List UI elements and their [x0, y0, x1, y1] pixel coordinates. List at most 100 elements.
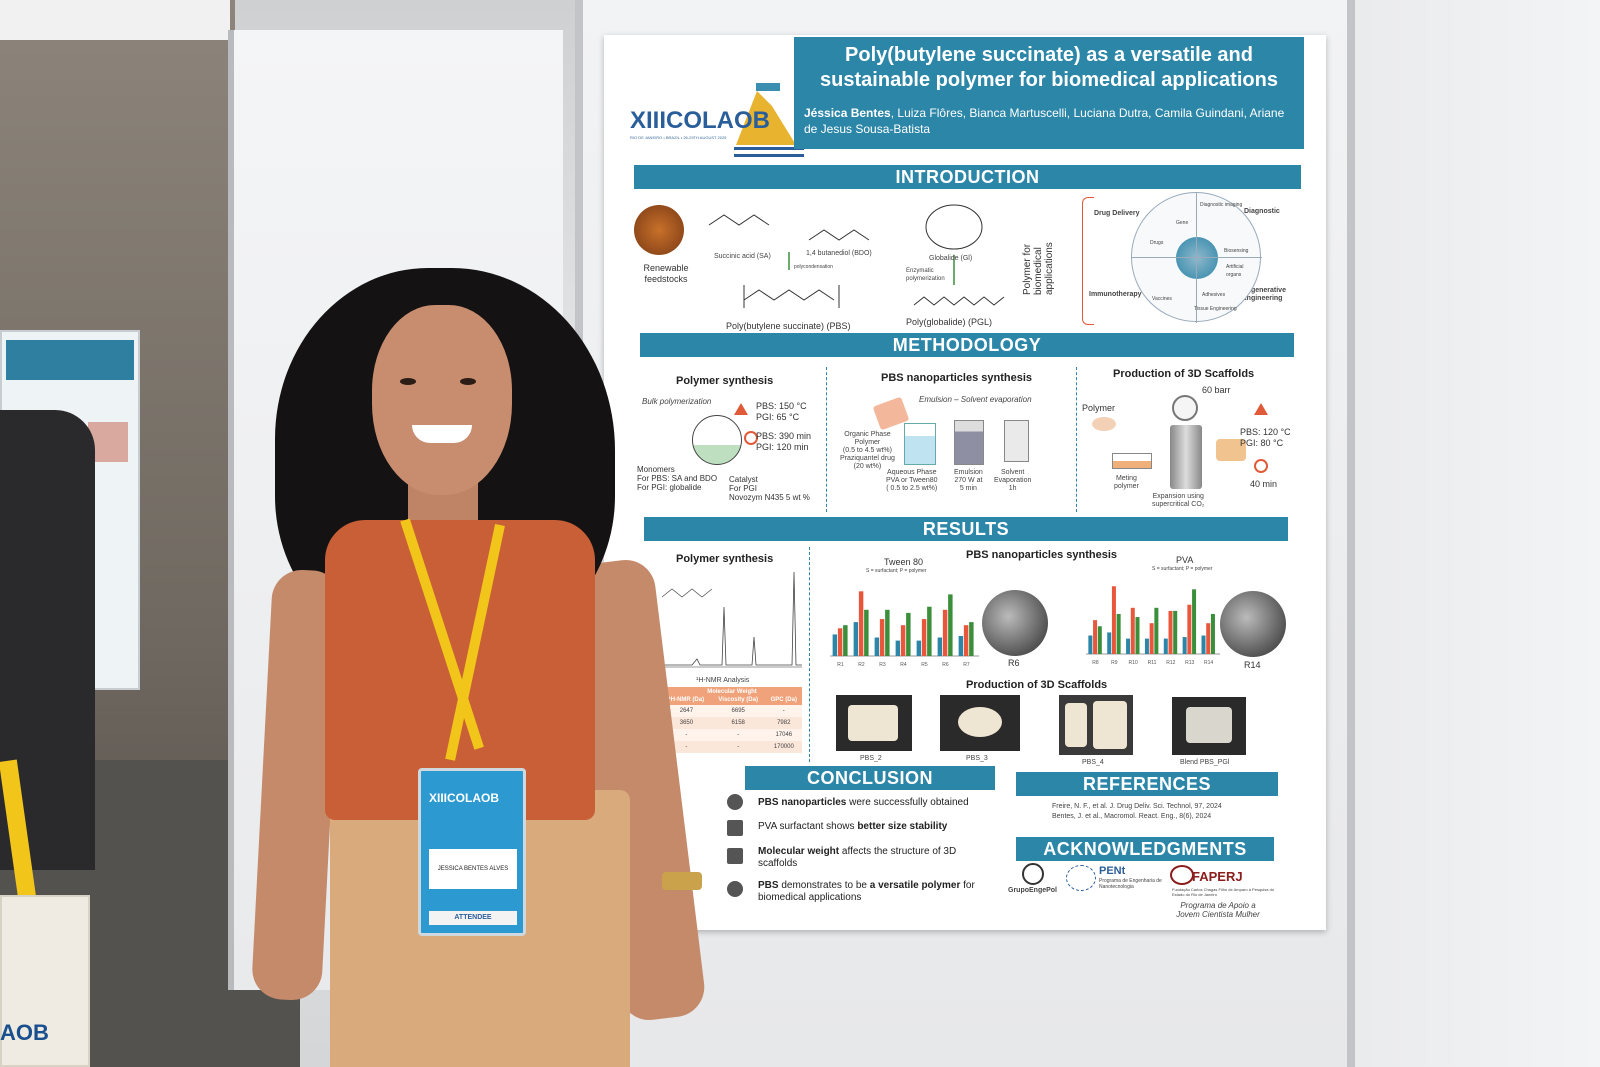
wristwatch — [662, 872, 702, 890]
conclusion-text: for biomedical applications — [758, 880, 975, 903]
method-catalyst: Catalyst For PGI Novozym N435 5 wt % — [729, 475, 810, 502]
drug-delivery-label: Drug Delivery — [1094, 210, 1140, 217]
mw-table-title: Molecular Weight — [662, 687, 802, 697]
chart-bar — [837, 628, 843, 656]
eye-right — [460, 378, 476, 385]
bulk-label: Bulk polymerization — [642, 397, 712, 406]
chart-bar — [1149, 623, 1154, 654]
chart-bar — [879, 619, 885, 656]
molecular-weight-table: ¹H-NMR (Da) Viscosity (Da) GPC (Da) 2647… — [662, 695, 802, 753]
tween-chart-subtitle: S = surfactant; P = polymer — [866, 568, 927, 574]
table-row: 2647 6695- — [662, 705, 802, 717]
grupo-engepol-label: GrupoEngePol — [1008, 887, 1057, 894]
feedstock-label: Renewable feedstocks — [643, 263, 689, 284]
pent-logo-icon — [1066, 865, 1096, 891]
conclusion-text: PVA surfactant shows — [758, 821, 858, 832]
table-header: Viscosity (Da) — [710, 695, 766, 705]
chart-bar — [1182, 637, 1187, 654]
diagnostic-label: Diagnostic — [1244, 208, 1280, 215]
wheel-artificial-organs: Artificial organs — [1226, 264, 1244, 278]
method-time: PBS: 390 min PGI: 120 min — [756, 431, 812, 452]
regenerative-label: Regenerative Engineering — [1242, 287, 1286, 302]
chart-tick-label: R7 — [963, 662, 970, 668]
table-cell: 2647 — [662, 705, 711, 717]
research-poster: XIIICOLAOB RIO DE JANEIRO • BRAZIL • 26-… — [604, 35, 1326, 930]
evaporation-step-text: Solvent Evaporation 1h — [994, 469, 1032, 492]
table-cell: 17046 — [765, 729, 802, 741]
wheel-biosensing: Biosensing — [1224, 248, 1249, 254]
dumbbell-icon — [727, 848, 743, 864]
biomedical-vertical-label: Polymer for biomedical applications — [1022, 242, 1055, 295]
tween-bar-chart: R1 R2 R3 R4 R5 R6 R7 — [830, 591, 979, 668]
faperj-label: FAPERJ — [1192, 869, 1243, 884]
scaffold-label: Blend PBS_PGl — [1180, 759, 1230, 766]
section-introduction: INTRODUCTION — [634, 165, 1301, 189]
scaffold-temp: PBS: 120 °C PGI: 80 °C — [1240, 427, 1291, 448]
chart-tick-label: R1 — [837, 662, 844, 668]
chart-bar — [1173, 610, 1178, 654]
chart-bar — [1206, 623, 1211, 654]
chart-bar — [1097, 626, 1102, 654]
conclusion-bold: Molecular weight — [758, 846, 840, 857]
tween-chart-title: Tween 80 — [884, 557, 924, 567]
nmr-spectrum — [657, 571, 802, 668]
reference-item-1: Freire, N. F., et al. J. Drug Deliv. Sci… — [1052, 803, 1222, 810]
table-cell: 170000 — [765, 741, 802, 753]
chart-bar — [864, 609, 869, 656]
chart-bar — [858, 591, 864, 656]
ceiling-panel — [0, 0, 230, 40]
scaffold-photo-pbs3 — [940, 695, 1020, 751]
pbs-structure-diagram — [708, 214, 870, 308]
method-nanoparticles-title: PBS nanoparticles synthesis — [881, 372, 1032, 384]
section-results: RESULTS — [644, 517, 1288, 541]
emulsion-step-text: Emulsion 270 W at 5 min — [954, 469, 983, 492]
chart-tick-label: R6 — [942, 662, 949, 668]
chart-bar — [1116, 613, 1121, 654]
organic-phase-text: Organic Phase Polymer (0.5 to 4.5 wt%) P… — [840, 431, 895, 470]
chart-bar — [937, 637, 943, 656]
chart-tick-label: R12 — [1166, 660, 1175, 666]
wheel-diagnostic-imaging: Diagnostic imaging — [1200, 202, 1243, 208]
method-temp: PBS: 150 °C PGI: 65 °C — [756, 401, 807, 422]
display-panel-right — [1355, 0, 1600, 1067]
pgl-label: Poly(globalide) (PGL) — [906, 317, 993, 327]
chart-tick-label: R3 — [879, 662, 886, 668]
reference-item-2: Bentes, J. et al., Macromol. React. Eng.… — [1052, 813, 1212, 820]
conclusion-item-1: PBS nanoparticles were successfully obta… — [758, 797, 998, 809]
temperature-warning-icon — [734, 403, 748, 415]
chart-tick-label: R4 — [900, 662, 907, 668]
chart-bar — [921, 619, 927, 656]
chart-bar — [885, 609, 890, 656]
aqueous-phase-text: Aqueous Phase PVA or Tween80 ( 0.5 to 2.… — [886, 469, 938, 492]
results-polymer-synthesis-title: Polymer synthesis — [676, 553, 774, 565]
poster-title: Poly(butylene succinate) as a versatile … — [820, 44, 1278, 91]
faperj-subtext: Fundação Carlos Chagas Filho de Amparo à… — [1172, 887, 1275, 897]
table-cell: - — [765, 705, 802, 717]
chart-bar — [1130, 607, 1135, 654]
tote-bag-left — [0, 895, 90, 1067]
chart-bar — [1163, 638, 1168, 654]
chart-bar — [969, 622, 974, 656]
section-methodology: METHODOLOGY — [640, 333, 1294, 357]
wheel-tissue-engineering: Tissue Engineering — [1194, 306, 1237, 312]
applications-wheel: Diagnostic imaging Drugs Gene Biosensing… — [1131, 192, 1262, 323]
chart-bar — [1135, 617, 1140, 654]
aqueous-beaker-icon — [904, 423, 936, 465]
scaffold-photo-pbs2 — [836, 695, 912, 751]
chart-tick-label: R5 — [921, 662, 928, 668]
scaffold-temperature-warning-icon — [1254, 403, 1268, 415]
chart-bar — [948, 594, 953, 656]
bracket-icon — [1082, 197, 1094, 325]
conference-logo: XIIICOLAOB RIO DE JANEIRO • BRAZIL • 26-… — [616, 55, 804, 157]
logo-text: XIIICOLAOB — [630, 107, 771, 134]
poster-header: XIIICOLAOB RIO DE JANEIRO • BRAZIL • 26-… — [604, 35, 1326, 157]
chart-tick-label: R9 — [1111, 660, 1118, 666]
conclusion-text: were successfully obtained — [846, 797, 969, 808]
globalide-label: Globalide (Gl) — [929, 255, 973, 262]
chart-bar — [1192, 589, 1197, 654]
sa-label: Succinic acid (SA) — [714, 253, 771, 260]
title-banner: Poly(butylene succinate) as a versatile … — [794, 37, 1304, 149]
chart-tick-label: R10 — [1129, 660, 1138, 666]
chart-bar — [963, 625, 969, 656]
conclusion-item-2: PVA surfactant shows better size stabili… — [758, 821, 998, 833]
